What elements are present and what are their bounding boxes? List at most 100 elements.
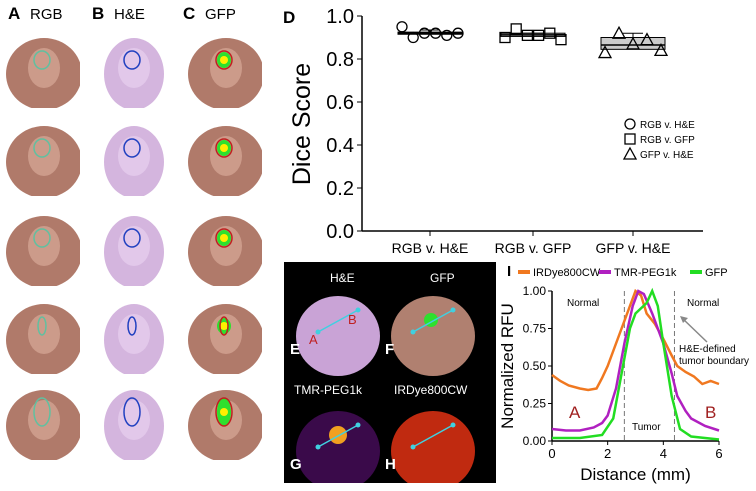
gfp-tissue-image [188,38,262,108]
marker-square [499,31,511,44]
tumor-outline [123,138,141,158]
marker-triangle [639,32,655,46]
panel-c-title: GFP [205,6,236,23]
x-tick-label: RGB v. H&E [392,240,469,256]
rgb-tissue-image [6,38,80,108]
panel-a-letter: A [8,4,21,23]
gfp-tissue-image [188,390,262,460]
imaging-panel-background: E H&E F GFP G TMR-PEG1k H IRDye800CW A B [284,262,496,491]
panel-b-letter: B [92,4,105,23]
annotation-normal-right: Normal [687,298,719,309]
legend-label: RGB v. GFP [640,135,695,146]
marker-triangle [622,146,638,160]
gfp-core [220,408,228,416]
tumor-outline [127,316,137,336]
panel-f-letter: F [385,341,394,358]
rgb-tissue-image [6,304,80,374]
y-tick-label: 0.6 [326,92,354,114]
panel-h-letter: H [385,456,396,473]
tumor-outline [123,397,141,427]
marker-square [555,34,567,46]
brain-region [28,400,60,440]
marker-circle [429,27,442,39]
marker-triangle [611,25,627,39]
legend-label: GFP [705,267,728,279]
y-tick-label: 0.25 [523,397,547,411]
annotation-boundary-line1: H&E-defined [679,344,736,355]
y-tick-label: 1.00 [523,284,547,298]
profile-point-b [355,422,361,428]
profile-point-a [410,444,416,450]
marker-square [624,133,636,145]
point-b-label: B [348,312,357,327]
marker-square [544,27,556,39]
fluorescence-images: E H&E F GFP G TMR-PEG1k H IRDye800CW A B [290,271,475,491]
he-tissue-image [104,38,164,108]
tumor-outline [215,228,233,248]
profile-line [317,424,359,448]
tumor-outline [37,316,47,336]
y-tick-label: 0.75 [523,322,547,336]
x-axis-label: Distance (mm) [580,465,691,484]
panel-e-letter: E [290,341,300,358]
gfp-tissue-image [188,216,262,286]
profile-line [317,309,359,333]
marker-square [532,29,545,42]
annotation-normal-left: Normal [567,298,599,309]
point-a-label: A [309,332,318,347]
gfp-core [220,144,228,152]
tumor-outline [219,316,229,336]
y-tick-label: 0.2 [326,178,354,200]
tumor-outline [33,397,51,427]
legend-label: GFP v. H&E [640,150,694,161]
annotation-boundary-line2: tumor boundary [679,356,749,367]
y-tick-label: 0.50 [523,359,547,373]
y-tick-label: 0.8 [326,49,354,71]
he-tissue-image [104,126,164,196]
y-tick-label: 0.00 [523,434,547,448]
panel-g-tissue [296,411,380,491]
rgb-tissue-image [6,216,80,286]
legend-label: TMR-PEG1k [614,267,677,279]
boundary-arrowhead [680,316,688,323]
panel-a-title: RGB [30,6,63,23]
rgb-tissue-image [6,126,80,196]
y-axis-label: Normalized RFU [498,303,517,429]
x-tick-label: 4 [660,446,667,461]
y-axis-label: Dice Score [288,63,316,185]
x-tick-label: 6 [715,446,722,461]
marker-circle [452,27,464,39]
tumor-outline [215,50,233,70]
panel-h-tissue [391,411,475,491]
annotation-point-b: B [705,403,716,422]
tumor-outline [33,138,51,158]
series-line-irdye800cw [551,288,720,392]
he-tissue-image [104,390,164,460]
rgb-tissue-image [6,390,80,460]
profile-point-b [355,307,361,313]
legend-label: RGB v. H&E [640,120,695,131]
x-tick-label: 0 [548,446,555,461]
tumor-outline [215,138,233,158]
tumor-outline [123,228,141,248]
panel-g-title: TMR-PEG1k [294,383,363,397]
panel-e-tissue [296,296,380,376]
gfp-tissue-image [188,304,262,374]
panel-b-title: H&E [114,6,145,23]
panel-c-letter: C [183,4,196,23]
panel-i-letter: I [507,263,511,280]
panel-g-letter: G [290,456,302,473]
profile-point-b [450,422,456,428]
gfp-tissue-image [188,126,262,196]
dice-score-chart: 0.0 0.2 0.4 0.6 0.8 1.0 Dice Score RGB v. H&E RG… [288,6,703,256]
y-tick-label: 1.0 [326,6,354,28]
x-tick-label: GFP v. H&E [596,240,671,256]
marker-triangle [597,45,613,59]
marker-triangle [653,43,669,57]
tumor-outline [215,397,233,427]
tumor-outline [33,228,51,248]
boundary-arrow [681,317,708,343]
marker-circle [407,31,419,44]
marker-square [510,23,522,35]
